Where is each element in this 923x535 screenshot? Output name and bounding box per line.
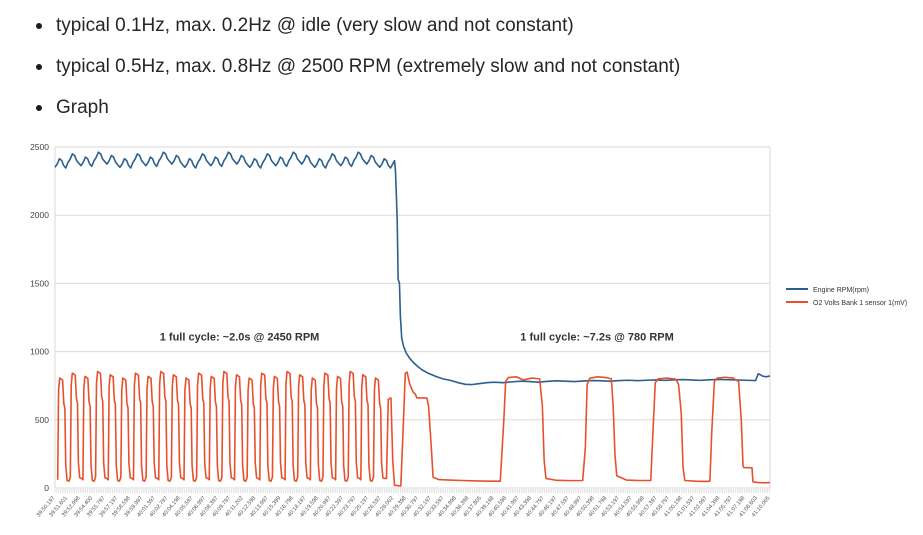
annotation-fast-cycle: 1 full cycle: ~2.0s @ 2450 RPM (160, 332, 320, 344)
y-axis-tick-label: 500 (35, 415, 49, 425)
legend-item-engine-rpm: Engine RPM(rpm) (786, 287, 869, 294)
y-axis-tick-label: 2500 (30, 142, 49, 152)
bullet-icon (36, 23, 42, 29)
y-axis-tick-label: 2000 (30, 210, 49, 220)
chart-canvas: 0 500 1000 1500 2000 2500 39:50.197 39:51.601 39… (28, 135, 923, 535)
list-item: typical 0.1Hz, max. 0.2Hz @ idle (very s… (36, 14, 923, 38)
o2-volts-series-line (56, 370, 771, 487)
bullet-text-graph: Graph (56, 97, 109, 118)
bullet-icon (36, 64, 42, 70)
y-axis-tick-label: 1500 (30, 278, 49, 288)
bullet-icon (36, 105, 42, 111)
bullet-text-idle-frequency: typical 0.1Hz, max. 0.2Hz @ idle (very s… (56, 15, 574, 36)
bullet-list: typical 0.1Hz, max. 0.2Hz @ idle (very s… (0, 0, 923, 120)
bullet-text-2500rpm-frequency: typical 0.5Hz, max. 0.8Hz @ 2500 RPM (ex… (56, 56, 681, 77)
document-page: typical 0.1Hz, max. 0.2Hz @ idle (very s… (0, 0, 923, 518)
y-axis-tick-label: 0 (44, 483, 49, 493)
list-item: typical 0.5Hz, max. 0.8Hz @ 2500 RPM (ex… (36, 55, 923, 79)
legend-item-o2-volts: O2 Volts Bank 1 sensor 1(mV) (786, 300, 907, 307)
annotation-slow-cycle: 1 full cycle: ~7.2s @ 780 RPM (520, 332, 674, 344)
list-item: Graph (36, 96, 923, 120)
y-axis-tick-label: 1000 (30, 347, 49, 357)
chart-svg: 0500100015002000250039:50.19739:51.60139… (30, 142, 907, 518)
legend-label: Engine RPM(rpm) (813, 287, 869, 294)
engine-rpm-series-line (54, 151, 771, 386)
rpm-o2-line-chart: 0 500 1000 1500 2000 2500 39:50.197 39:51.601 39… (28, 135, 923, 535)
legend-label: O2 Volts Bank 1 sensor 1(mV) (813, 300, 907, 307)
legend: Engine RPM(rpm) O2 Volts Bank 1 sensor 1(… (786, 287, 907, 307)
